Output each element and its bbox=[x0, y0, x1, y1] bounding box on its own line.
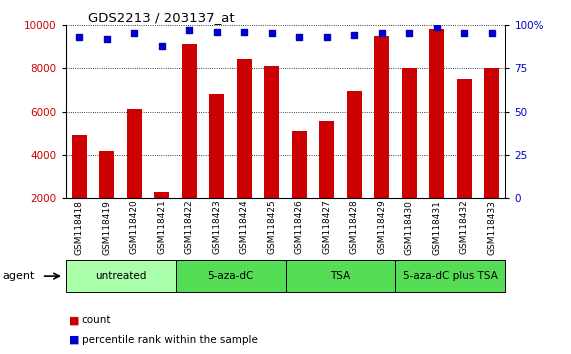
Text: 5-aza-dC: 5-aza-dC bbox=[207, 271, 254, 281]
Bar bbox=[176, 260, 286, 292]
Bar bbox=[319, 121, 334, 198]
Bar bbox=[347, 91, 362, 198]
Point bbox=[377, 30, 386, 36]
Text: TSA: TSA bbox=[331, 271, 351, 281]
Point bbox=[349, 32, 359, 38]
Bar bbox=[457, 79, 472, 198]
Text: ■: ■ bbox=[69, 335, 79, 345]
Bar bbox=[264, 66, 279, 198]
Point bbox=[212, 29, 222, 35]
Bar bbox=[66, 260, 176, 292]
Text: agent: agent bbox=[3, 271, 35, 281]
Bar bbox=[429, 29, 444, 198]
Bar bbox=[154, 192, 170, 198]
Point bbox=[267, 30, 276, 36]
Point bbox=[75, 34, 84, 40]
Bar bbox=[292, 131, 307, 198]
Point bbox=[460, 30, 469, 36]
Point bbox=[157, 43, 166, 48]
Text: untreated: untreated bbox=[95, 271, 146, 281]
Text: percentile rank within the sample: percentile rank within the sample bbox=[82, 335, 258, 345]
Text: count: count bbox=[82, 315, 111, 325]
Text: ■: ■ bbox=[69, 315, 79, 325]
Bar bbox=[374, 36, 389, 198]
Point bbox=[487, 30, 496, 36]
Bar bbox=[127, 109, 142, 198]
Bar bbox=[182, 44, 197, 198]
Bar bbox=[237, 59, 252, 198]
Bar bbox=[401, 68, 417, 198]
Bar bbox=[395, 260, 505, 292]
Bar bbox=[99, 150, 114, 198]
Point bbox=[432, 24, 441, 29]
Point bbox=[102, 36, 111, 41]
Point bbox=[322, 34, 331, 40]
Bar bbox=[72, 135, 87, 198]
Point bbox=[185, 27, 194, 33]
Text: 5-aza-dC plus TSA: 5-aza-dC plus TSA bbox=[403, 271, 498, 281]
Bar bbox=[484, 68, 499, 198]
Text: GDS2213 / 203137_at: GDS2213 / 203137_at bbox=[88, 11, 234, 24]
Point bbox=[295, 34, 304, 40]
Bar bbox=[286, 260, 395, 292]
Point bbox=[405, 30, 414, 36]
Bar bbox=[209, 94, 224, 198]
Point bbox=[130, 30, 139, 36]
Point bbox=[240, 29, 249, 35]
